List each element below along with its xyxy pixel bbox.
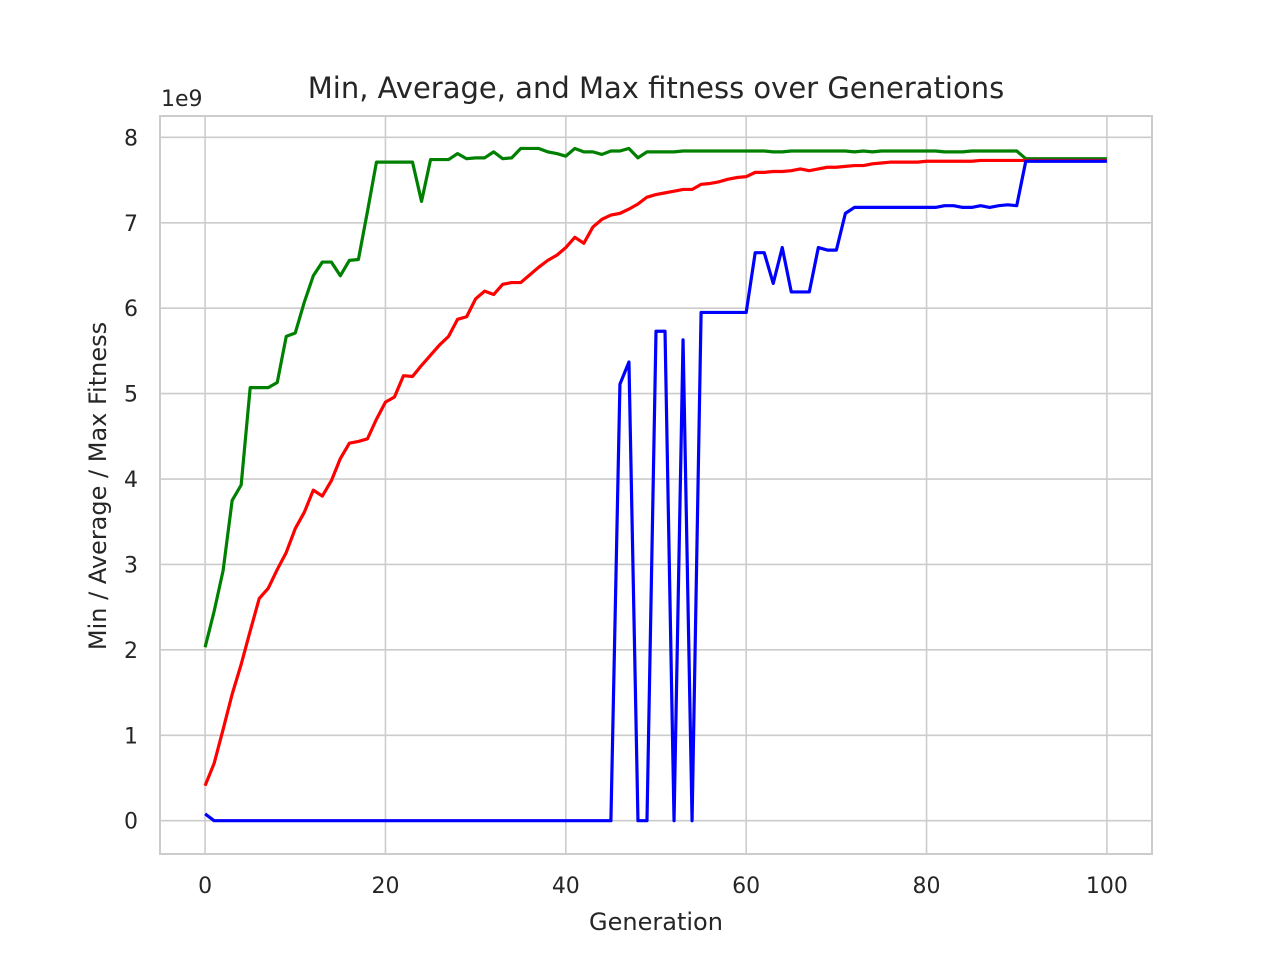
x-tick-labels: 0 20 40 60 80 100 <box>198 874 1128 899</box>
y-offset-label: 1e9 <box>161 87 203 112</box>
series-line-1 <box>203 158 1107 787</box>
grid <box>160 116 1152 854</box>
x-tick-label: 100 <box>1086 874 1128 899</box>
x-tick-label: 0 <box>198 874 212 899</box>
y-tick-label: 2 <box>124 639 138 664</box>
x-tick-label: 20 <box>371 874 399 899</box>
y-tick-label: 1 <box>124 724 138 749</box>
y-tick-label: 8 <box>124 126 138 151</box>
x-tick-label: 80 <box>913 874 941 899</box>
y-tick-label: 6 <box>124 297 138 322</box>
x-tick-label: 60 <box>732 874 760 899</box>
plot-frame <box>159 115 1153 855</box>
y-tick-labels: 0 1 2 3 4 5 6 7 8 <box>124 126 138 834</box>
x-tick-label: 40 <box>552 874 580 899</box>
y-axis-label: Min / Average / Max Fitness <box>84 322 112 650</box>
y-tick-label: 5 <box>124 383 138 408</box>
y-tick-label: 4 <box>124 468 138 493</box>
y-tick-label: 0 <box>124 810 138 835</box>
x-axis-label: Generation <box>589 908 723 936</box>
y-tick-label: 3 <box>124 553 138 578</box>
series-group <box>203 146 1107 823</box>
series-line-2 <box>204 159 1107 823</box>
chart-title: Min, Average, and Max fitness over Gener… <box>308 71 1004 105</box>
series-line-0 <box>203 146 1107 648</box>
y-tick-label: 7 <box>124 212 138 237</box>
